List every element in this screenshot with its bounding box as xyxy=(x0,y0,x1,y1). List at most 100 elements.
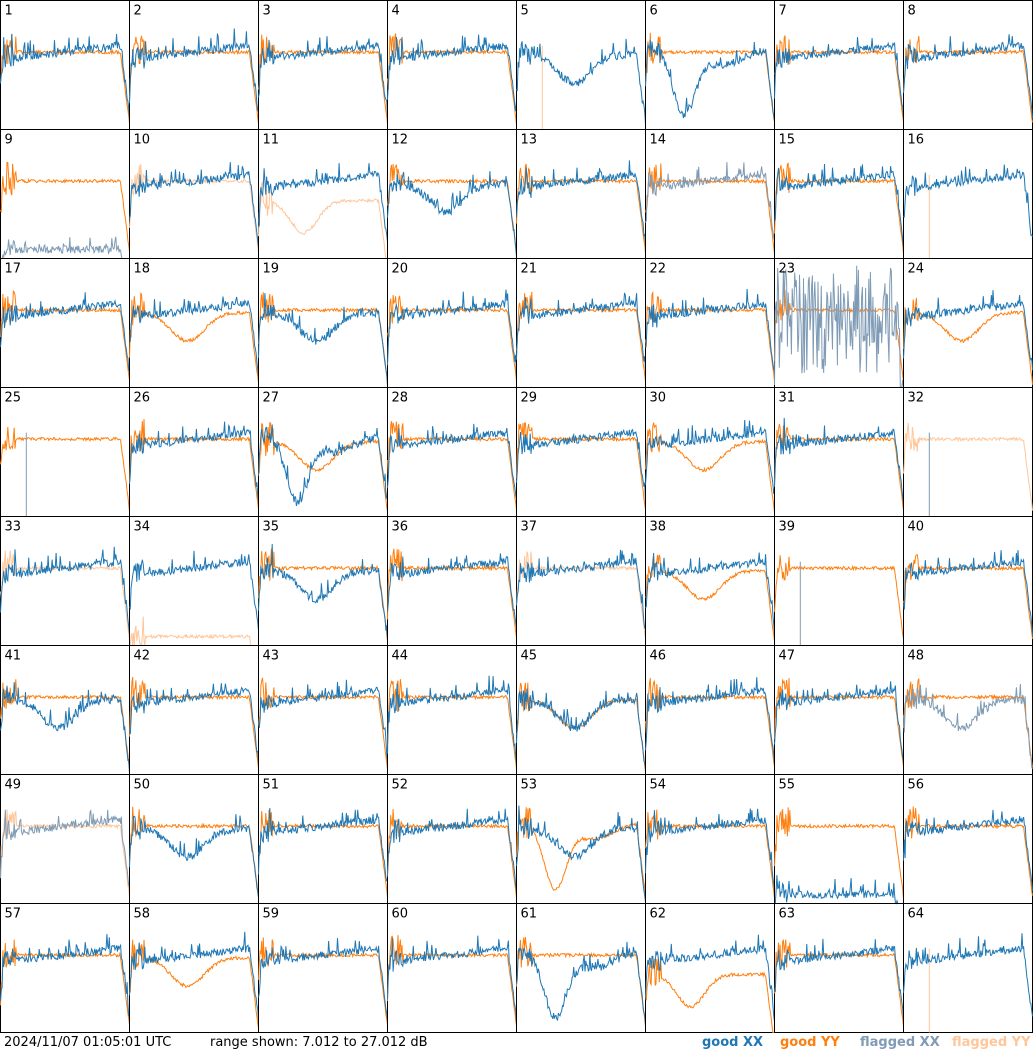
panel-61: 61 xyxy=(516,903,646,1033)
panel-label: 41 xyxy=(5,649,22,664)
series-xx xyxy=(774,37,904,118)
series-yy xyxy=(645,677,775,767)
series-yy xyxy=(645,32,775,122)
panel-16: 16 xyxy=(903,129,1033,259)
panel-36: 36 xyxy=(387,516,517,646)
series-xx xyxy=(258,424,388,507)
panel-48: 48 xyxy=(903,645,1033,775)
panel-14: 14 xyxy=(645,129,775,259)
panel-label: 18 xyxy=(134,262,151,277)
panel-frame xyxy=(258,129,388,259)
panel-label: 8 xyxy=(908,4,916,19)
panel-label: 20 xyxy=(392,262,409,277)
panel-frame xyxy=(129,387,259,517)
panel-60: 60 xyxy=(387,903,517,1033)
panel-frame xyxy=(903,774,1033,904)
series-yy xyxy=(774,939,904,1027)
panel-18: 18 xyxy=(129,258,259,388)
timestamp: 2024/11/07 01:05:01 UTC xyxy=(4,1035,172,1050)
panel-label: 50 xyxy=(134,778,151,793)
panel-label: 49 xyxy=(5,778,22,793)
panel-frame xyxy=(903,258,1033,388)
panel-17: 17 xyxy=(0,258,130,388)
panel-frame xyxy=(129,774,259,904)
panel-29: 29 xyxy=(516,387,646,517)
panel-label: 47 xyxy=(779,649,796,664)
series-yy xyxy=(516,422,646,510)
panel-frame xyxy=(516,129,646,259)
panel-label: 3 xyxy=(263,4,271,19)
panel-frame xyxy=(258,516,388,646)
panel-15: 15 xyxy=(774,129,904,259)
panel-10: 10 xyxy=(129,129,259,259)
series-xx xyxy=(0,33,130,118)
panel-label: 10 xyxy=(134,133,151,148)
panel-frame xyxy=(258,258,388,388)
series-yy xyxy=(129,164,259,253)
panel-label: 64 xyxy=(908,907,925,922)
panel-label: 45 xyxy=(521,649,538,664)
panel-label: 57 xyxy=(5,907,22,922)
series-xx xyxy=(387,808,517,891)
series-xx xyxy=(129,421,259,502)
panel-label: 4 xyxy=(392,4,400,19)
panel-frame xyxy=(0,645,130,775)
panel-label: 33 xyxy=(5,520,22,535)
panel-55: 55 xyxy=(774,774,904,905)
series-xx xyxy=(516,428,646,503)
series-yy xyxy=(645,809,775,899)
panel-frame xyxy=(387,903,517,1033)
panel-label: 40 xyxy=(908,520,925,535)
panel-45: 45 xyxy=(516,645,646,775)
panel-frame xyxy=(0,903,130,1033)
panel-35: 35 xyxy=(258,516,388,646)
series-xx xyxy=(516,292,646,371)
series-xx xyxy=(387,935,517,1022)
panel-52: 52 xyxy=(387,774,517,904)
panel-frame xyxy=(387,516,517,646)
panel-label: 48 xyxy=(908,649,925,664)
panel-frame xyxy=(0,0,130,130)
series-yy xyxy=(387,679,517,770)
panel-38: 38 xyxy=(645,516,775,646)
panel-label: 31 xyxy=(779,391,796,406)
series-xx xyxy=(903,809,1033,891)
series-xx xyxy=(387,171,517,257)
panel-label: 36 xyxy=(392,520,409,535)
panel-frame xyxy=(258,903,388,1033)
panel-frame xyxy=(903,645,1033,775)
series-xx xyxy=(258,36,388,116)
panel-51: 51 xyxy=(258,774,388,904)
series-yy xyxy=(387,33,517,125)
series-xx xyxy=(0,808,130,888)
series-xx xyxy=(774,163,904,247)
panel-label: 58 xyxy=(134,907,151,922)
panel-label: 34 xyxy=(134,520,151,535)
series-xx xyxy=(129,814,259,898)
series-xx xyxy=(516,941,646,1026)
panel-label: 1 xyxy=(5,4,13,19)
panel-label: 56 xyxy=(908,778,925,793)
panel-label: 14 xyxy=(650,133,667,148)
series-xx xyxy=(258,543,388,641)
range-text: range shown: 7.012 to 27.012 dB xyxy=(210,1035,428,1050)
series-yy xyxy=(645,163,775,254)
panel-frame xyxy=(645,774,775,904)
series-xx xyxy=(0,934,130,1017)
series-xx xyxy=(0,682,130,774)
panel-50: 50 xyxy=(129,774,259,904)
panel-frame xyxy=(774,903,904,1033)
panel-frame xyxy=(516,516,646,646)
panel-42: 42 xyxy=(129,645,259,775)
panel-6: 6 xyxy=(645,0,775,130)
series-xx xyxy=(645,288,775,372)
panel-label: 35 xyxy=(263,520,280,535)
panel-27: 27 xyxy=(258,387,388,517)
series-yy xyxy=(387,935,517,1026)
panel-41: 41 xyxy=(0,645,130,775)
series-yy xyxy=(0,162,130,252)
panel-62: 62 xyxy=(645,903,775,1033)
series-xx xyxy=(0,236,130,259)
panel-label: 30 xyxy=(650,391,667,406)
series-yy xyxy=(129,676,259,769)
